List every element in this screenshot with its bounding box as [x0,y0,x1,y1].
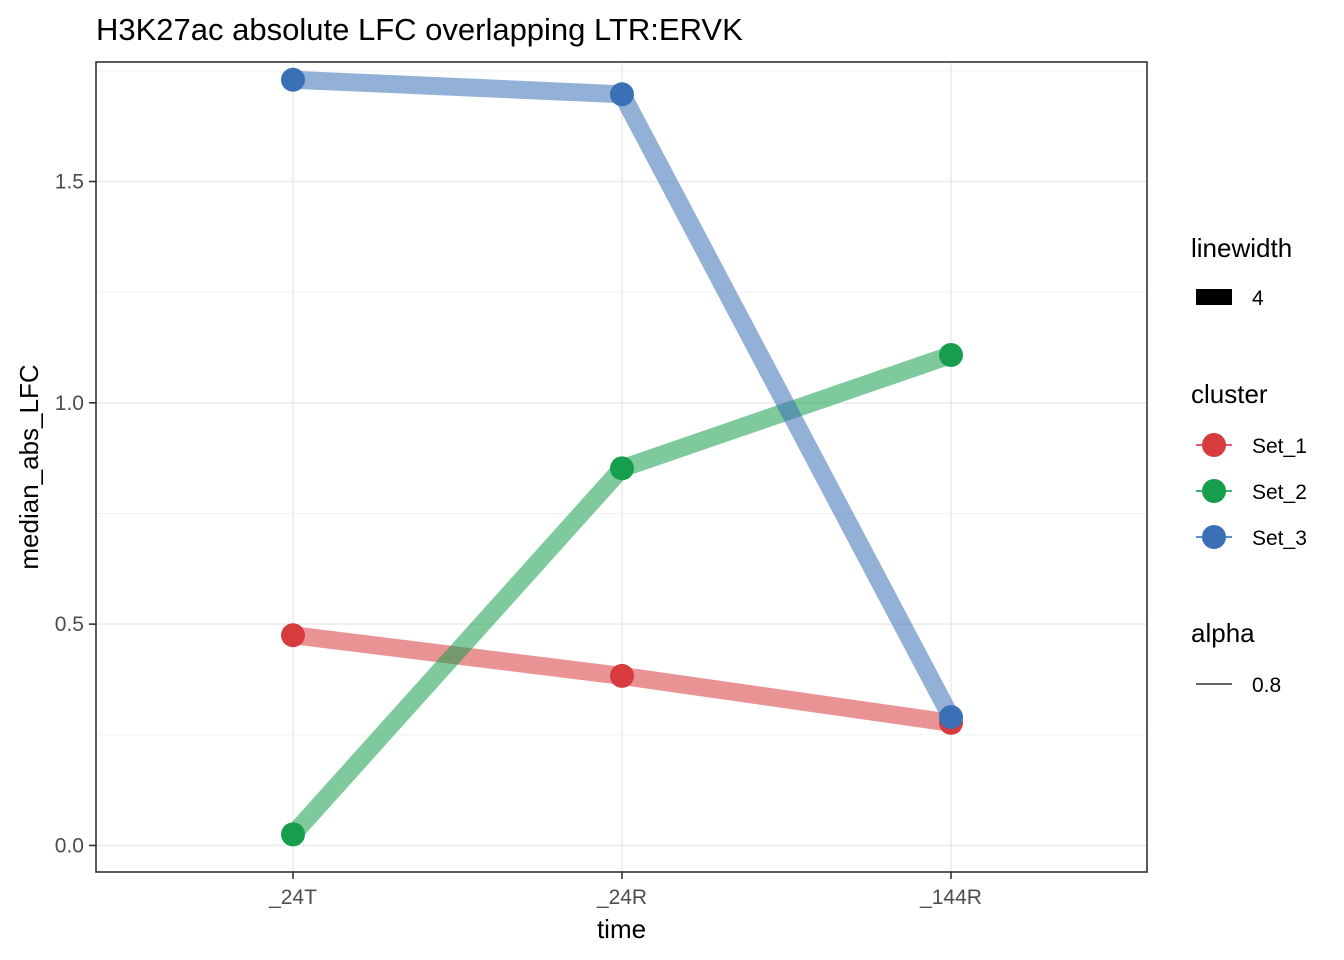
y-tick-label: 1.0 [55,392,84,415]
data-point-set_1 [610,663,634,688]
legend-title-alpha: alpha [1191,618,1255,648]
data-point-set_2 [281,822,305,847]
x-axis: _24T _24R _144R [268,872,982,909]
legend-key-linewidth [1196,289,1232,305]
x-tick-label: _144R [919,886,982,909]
legend-label-linewidth: 4 [1252,287,1264,310]
series-points [281,67,963,847]
legend-key-point [1202,479,1226,503]
legend-key-point [1202,433,1226,457]
x-axis-title: time [597,914,646,944]
data-point-set_3 [939,705,963,730]
legend-label-cluster: Set_2 [1252,481,1307,504]
data-point-set_1 [281,623,305,648]
x-tick-label: _24R [596,886,647,909]
y-axis: 0.0 0.5 1.0 1.5 [55,171,96,857]
y-tick-label: 0.0 [55,834,84,857]
legend-label-cluster: Set_3 [1252,527,1307,550]
data-point-set_3 [281,67,305,92]
major-gridlines [96,62,1147,872]
y-tick-label: 0.5 [55,613,84,636]
chart-title: H3K27ac absolute LFC overlapping LTR:ERV… [96,12,743,47]
data-point-set_2 [610,456,634,481]
legend-label-alpha: 0.8 [1252,674,1281,697]
legend-key-point [1202,525,1226,549]
legend-title-linewidth: linewidth [1191,233,1292,263]
data-point-set_3 [610,82,634,107]
legend-title-cluster: cluster [1191,379,1268,409]
y-tick-label: 1.5 [55,171,84,194]
x-tick-label: _24T [268,886,317,909]
legend-label-cluster: Set_1 [1252,435,1307,458]
data-point-set_2 [939,343,963,368]
y-axis-title: median_abs_LFC [14,364,44,569]
